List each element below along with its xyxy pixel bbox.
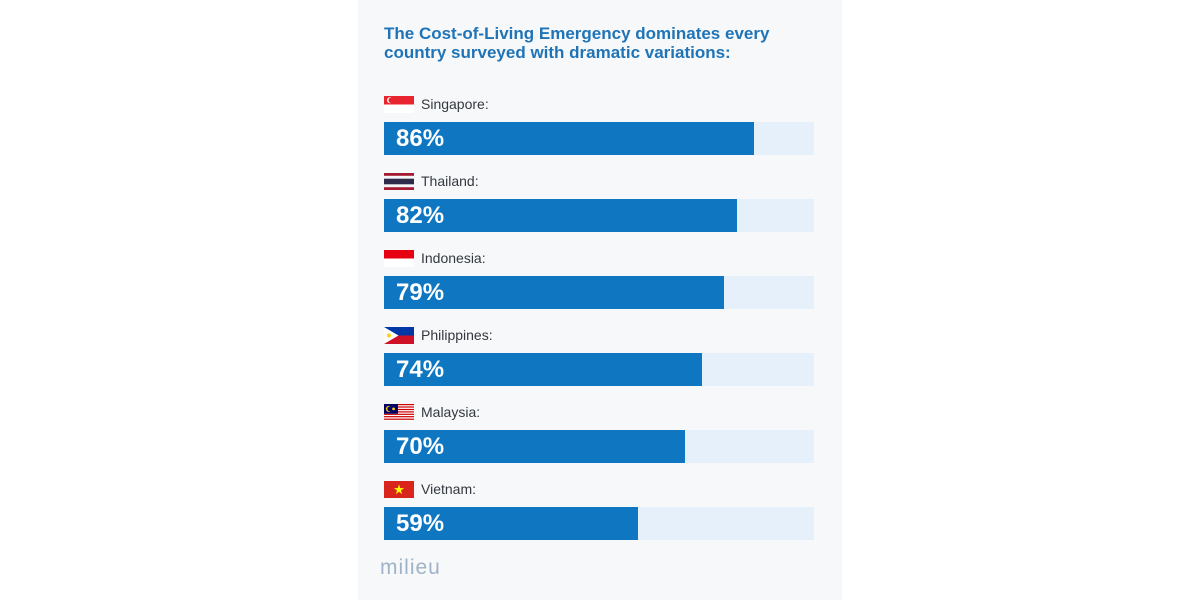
country-label: Indonesia:: [421, 250, 486, 266]
infographic-card: The Cost-of-Living Emergency dominates e…: [358, 0, 842, 600]
thailand-flag-icon: [384, 172, 414, 190]
bar-track: 74%: [384, 353, 814, 386]
data-label: 74%: [396, 356, 445, 383]
country-line: Vietnam:: [384, 480, 476, 498]
bar-fill: [384, 199, 737, 232]
country-label: Vietnam:: [421, 481, 476, 497]
bar-track: 82%: [384, 199, 814, 232]
bar-track: 70%: [384, 430, 814, 463]
country-line: Malaysia:: [384, 403, 480, 421]
bar-fill: [384, 507, 638, 540]
data-label: 86%: [396, 125, 445, 152]
vietnam-flag-icon: [384, 480, 414, 498]
country-label: Philippines:: [421, 327, 493, 343]
data-label: 79%: [396, 279, 445, 306]
bar-track: 59%: [384, 507, 814, 540]
milieu-logo: milieu: [380, 556, 441, 579]
malaysia-flag-icon: [384, 403, 414, 421]
bar-fill: [384, 430, 685, 463]
data-label: 59%: [396, 510, 445, 537]
country-line: Philippines:: [384, 326, 493, 344]
country-line: Singapore:: [384, 95, 489, 113]
country-label: Malaysia:: [421, 404, 481, 420]
bar-fill: [384, 353, 703, 386]
data-label: 70%: [396, 433, 445, 460]
country-label: Thailand:: [421, 173, 479, 189]
bar-track: 79%: [384, 276, 814, 309]
country-label: Singapore:: [421, 96, 489, 112]
philippines-flag-icon: [384, 326, 414, 344]
bar-fill: [384, 276, 724, 309]
singapore-flag-icon: [384, 95, 414, 113]
indonesia-flag-icon: [384, 249, 414, 267]
bar-track: 86%: [384, 122, 814, 155]
country-line: Indonesia:: [384, 249, 486, 267]
bar-fill: [384, 122, 754, 155]
country-line: Thailand:: [384, 172, 479, 190]
chart-title: The Cost-of-Living Emergency dominates e…: [384, 24, 770, 62]
data-label: 82%: [396, 202, 445, 229]
